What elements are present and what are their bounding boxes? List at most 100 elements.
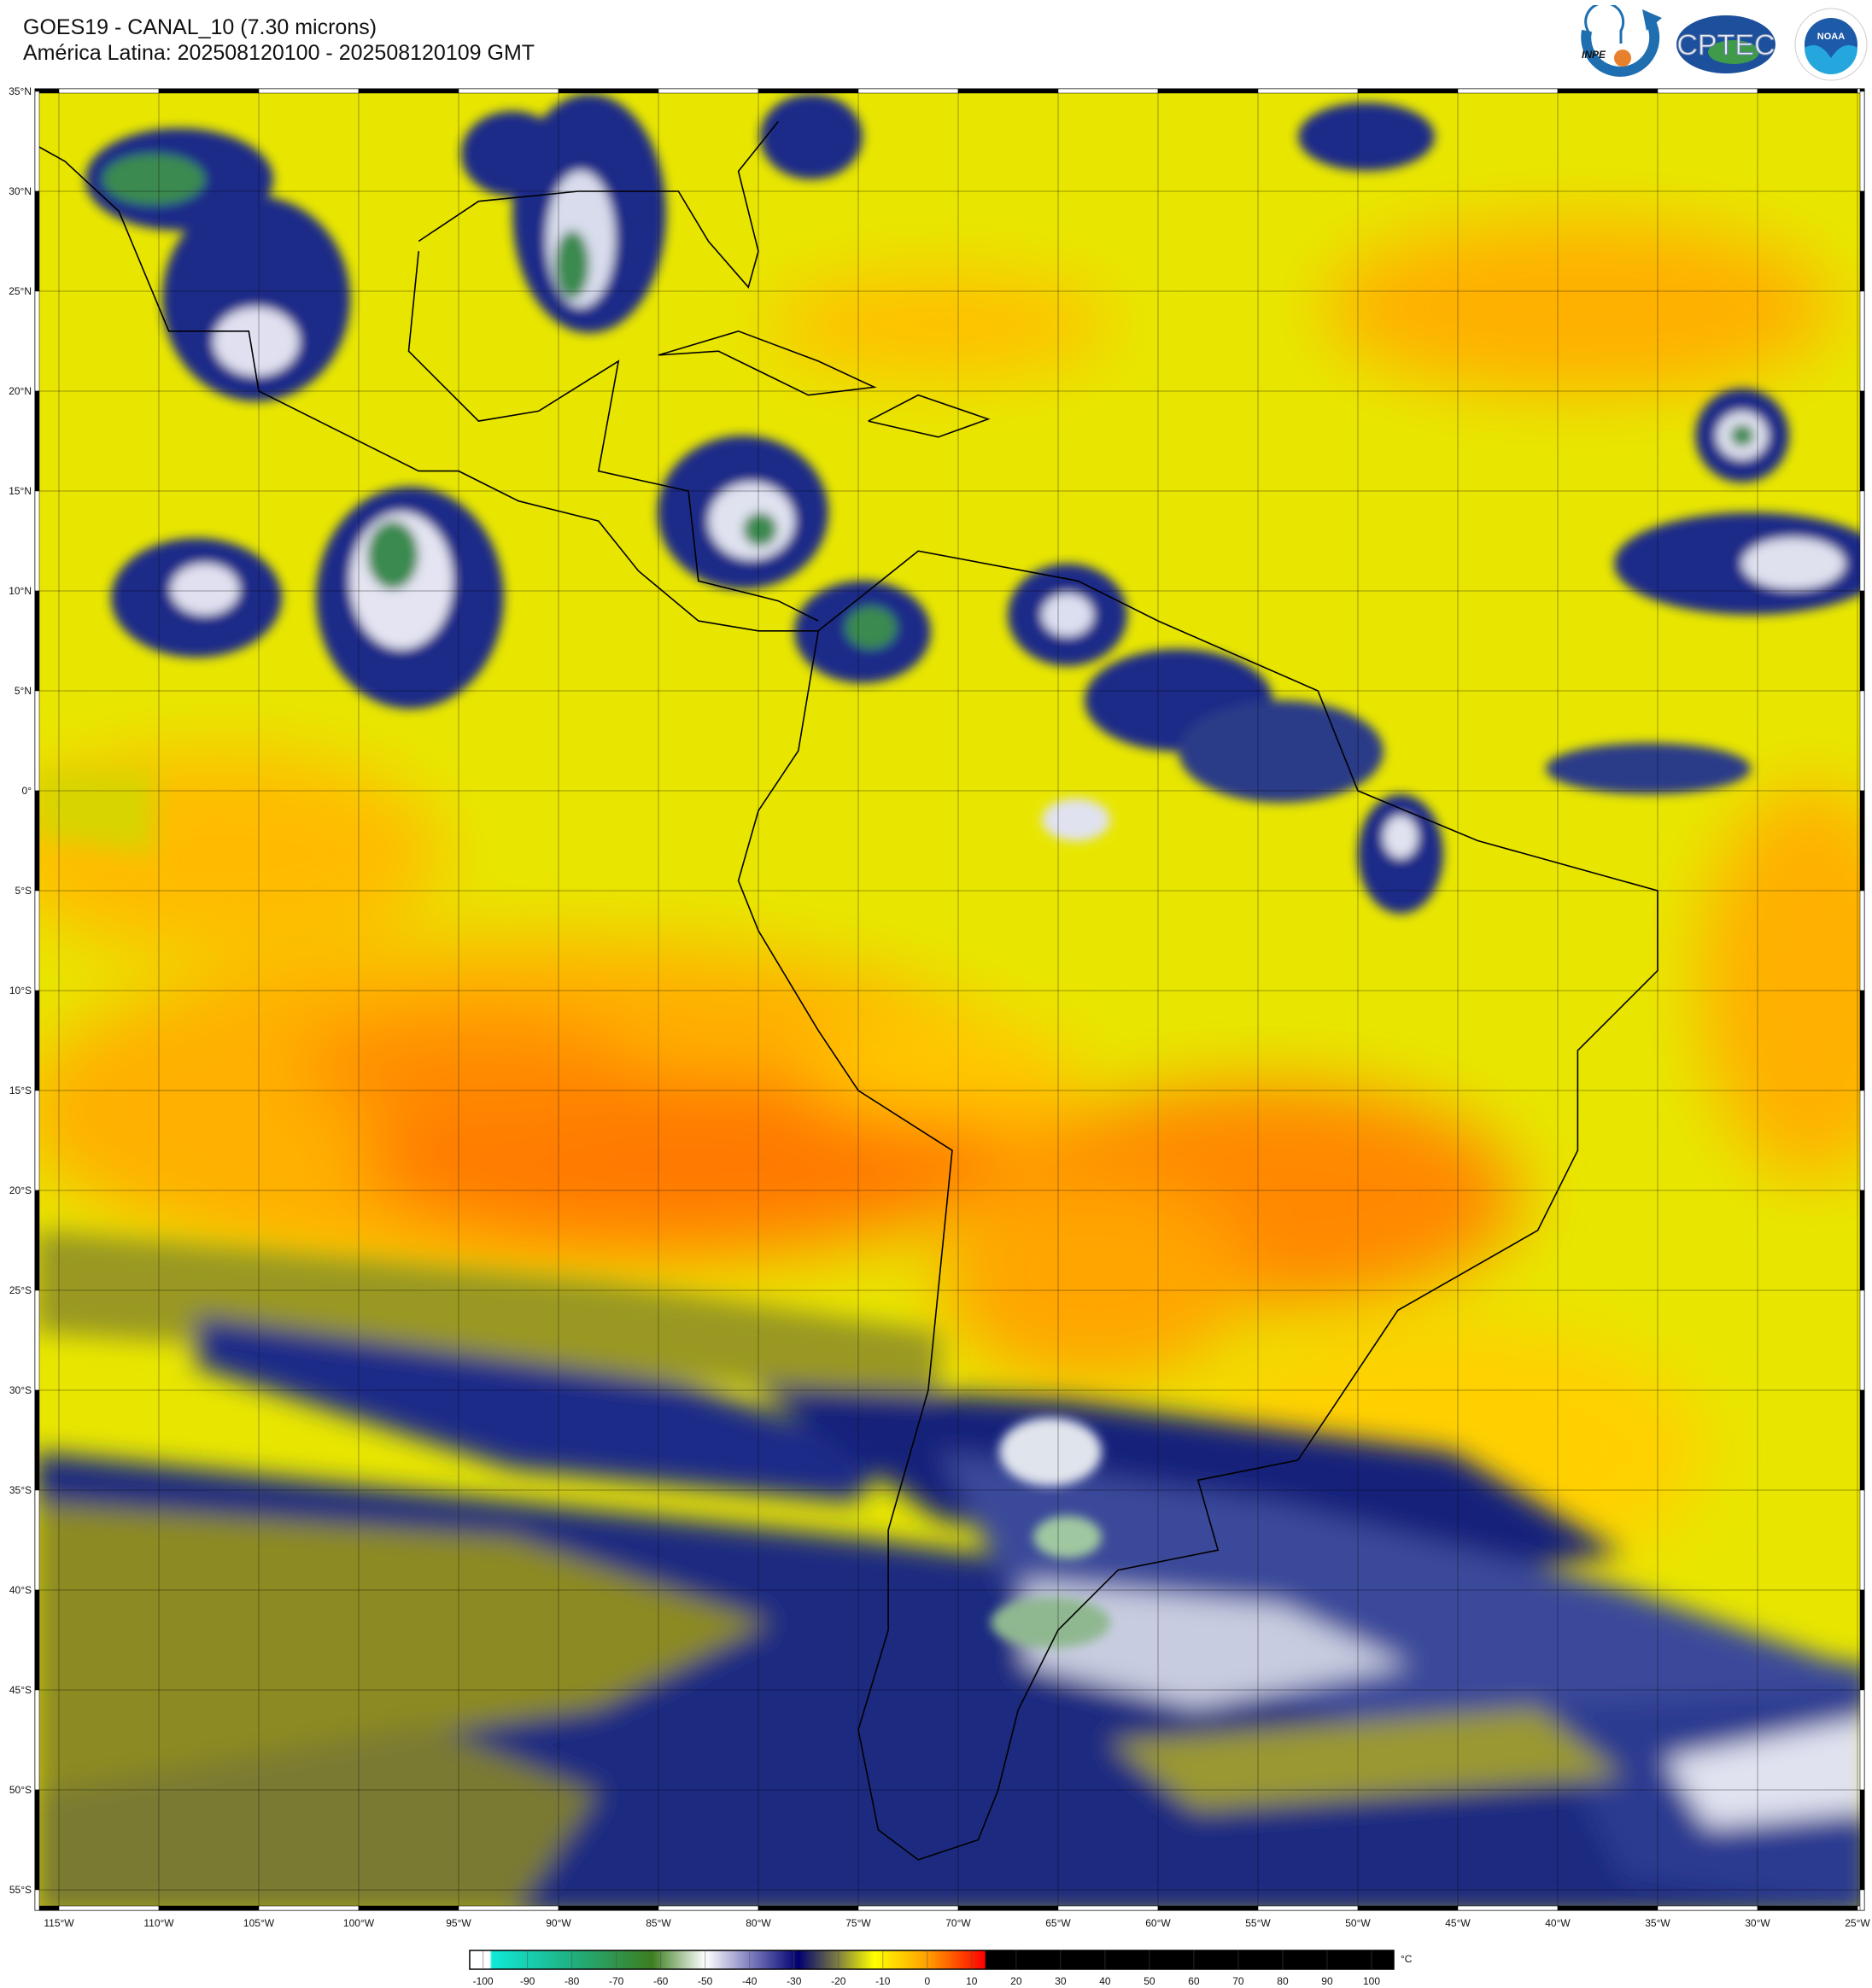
border-segment [58, 1905, 160, 1911]
latitude-label: 5°S [15, 885, 32, 897]
colorbar-label: 20 [1010, 1975, 1022, 1987]
longitude-label: 60°W [1145, 1917, 1171, 1929]
border-segment [1859, 1589, 1865, 1691]
latitude-label: 50°S [9, 1784, 32, 1796]
map-checkered-border [34, 88, 1865, 1911]
border-segment [1859, 590, 1865, 692]
border-segment [1557, 88, 1658, 94]
border-segment [258, 88, 360, 94]
latitude-label: 15°N [9, 485, 32, 497]
longitude-label: 105°W [243, 1917, 275, 1929]
longitude-label: 65°W [1045, 1917, 1071, 1929]
colorbar-label: -70 [609, 1975, 624, 1987]
latitude-label: 40°S [9, 1584, 32, 1596]
border-segment [34, 91, 40, 192]
border-segment [34, 1190, 40, 1291]
coastline [868, 394, 991, 438]
border-segment [34, 390, 40, 492]
longitude-tick-labels: 115°W 110°W 105°W 100°W 95°W 90°W 85°W 80°W 75°W… [44, 1917, 1870, 1929]
latitude-label: 30°N [9, 185, 32, 197]
border-segment [34, 88, 40, 92]
latitude-label: 55°S [9, 1884, 32, 1896]
colorbar-label: 10 [966, 1975, 978, 1987]
colorbar-label: 40 [1099, 1975, 1111, 1987]
border-segment [158, 1905, 260, 1911]
border-segment [758, 88, 859, 94]
border-segment [58, 88, 160, 94]
latitude-label: 20°S [9, 1184, 32, 1196]
border-segment [558, 1905, 659, 1911]
longitude-label: 35°W [1645, 1917, 1670, 1929]
coastline [658, 330, 877, 396]
border-segment [1859, 88, 1865, 92]
border-segment [1859, 1090, 1865, 1191]
border-segment [258, 1905, 360, 1911]
product-title: GOES19 - CANAL_10 (7.30 microns) [23, 15, 377, 39]
border-segment [1057, 1905, 1159, 1911]
border-segment [1859, 790, 1865, 892]
longitude-label: 95°W [446, 1917, 471, 1929]
border-segment [1859, 91, 1865, 192]
border-segment [1457, 88, 1559, 94]
colorbar-gradient [469, 1950, 1395, 1970]
coastline [407, 251, 819, 622]
colorbar-label: 70 [1232, 1975, 1244, 1987]
svg-text:NOAA: NOAA [1817, 32, 1845, 42]
longitude-label: 70°W [945, 1917, 971, 1929]
longitude-label: 110°W [143, 1917, 174, 1929]
border-segment [1859, 190, 1865, 292]
border-segment [1257, 88, 1359, 94]
coastline [418, 120, 780, 289]
border-segment [1357, 1905, 1459, 1911]
border-segment [34, 290, 40, 392]
longitude-label: 115°W [44, 1917, 74, 1929]
border-segment [34, 1789, 40, 1891]
longitude-label: 90°W [546, 1917, 571, 1929]
border-segment [34, 190, 40, 292]
border-segment [957, 1905, 1059, 1911]
border-segment [1859, 290, 1865, 392]
longitude-label: 50°W [1345, 1917, 1371, 1929]
colorbar-label: -20 [831, 1975, 846, 1987]
svg-text:INPE: INPE [1582, 49, 1606, 61]
border-segment [957, 88, 1059, 94]
border-segment [34, 1689, 40, 1791]
longitude-label: 45°W [1445, 1917, 1471, 1929]
border-segment [1859, 1389, 1865, 1491]
colorbar: -100 -90 -80 -70 -60 -50 -40 -30 -20 -10 0 10 20 30 40… [469, 1950, 1413, 1987]
product-subtitle: América Latina: 202508120100 - 202508120… [23, 41, 535, 65]
colorbar-label: -90 [520, 1975, 535, 1987]
latitude-label: 20°N [9, 385, 32, 397]
border-segment [1157, 1905, 1259, 1911]
longitude-label: 85°W [646, 1917, 671, 1929]
border-segment [1057, 88, 1159, 94]
border-segment [34, 490, 40, 592]
border-segment [1357, 88, 1459, 94]
latitude-label: 15°S [9, 1085, 32, 1096]
colorbar-label: -40 [742, 1975, 758, 1987]
border-segment [34, 1389, 40, 1491]
border-segment [758, 1905, 859, 1911]
border-segment [1859, 690, 1865, 792]
colorbar-label: 80 [1277, 1975, 1289, 1987]
border-segment [34, 790, 40, 892]
colorbar-label: 60 [1188, 1975, 1200, 1987]
border-segment [857, 1905, 959, 1911]
latitude-label: 10°N [9, 585, 32, 597]
border-segment [158, 88, 260, 94]
border-segment [1657, 88, 1758, 94]
longitude-label: 25°W [1845, 1917, 1870, 1929]
latitude-label: 45°S [9, 1684, 32, 1696]
latitude-label: 25°N [9, 285, 32, 297]
coastline [737, 550, 1658, 1861]
noaa-logo: NOAA [1794, 8, 1868, 81]
border-segment [358, 88, 459, 94]
colorbar-label: -30 [787, 1975, 802, 1987]
border-segment [1859, 1289, 1865, 1391]
border-segment [1859, 1190, 1865, 1291]
latitude-tick-labels: 35°N 30°N 25°N 20°N 15°N 10°N 5°N 0° 5°S 10°S 15°S… [9, 85, 32, 1896]
border-segment [558, 88, 659, 94]
colorbar-label: 30 [1055, 1975, 1067, 1987]
cptec-logo: CPTEC [1676, 15, 1775, 73]
